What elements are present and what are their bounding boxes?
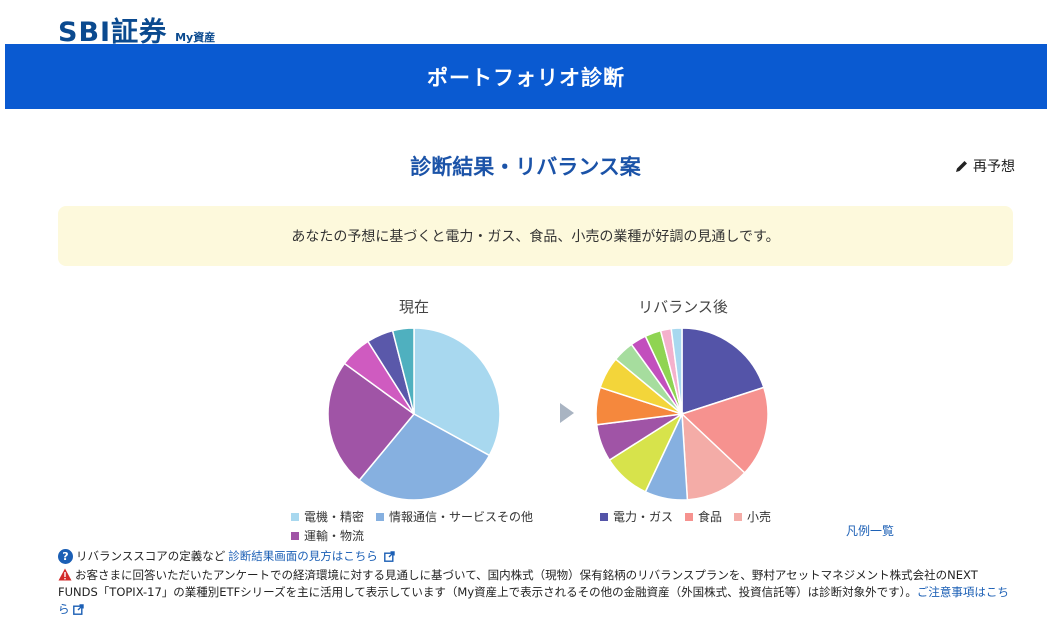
legend-item: 電力・ガス [600,508,673,525]
page-title: ポートフォリオ診断 [427,65,625,90]
logo-main-text: SBI証券 [58,17,168,48]
after-pie-title: リバランス後 [638,298,728,316]
legend-swatch [600,512,608,521]
question-icon: ? [58,549,73,564]
legend-label: 運輸・物流 [304,529,365,543]
external-link-icon [72,604,84,615]
current-legend: 電機・精密 情報通信・サービスその他 運輸・物流 [291,508,533,546]
legend-swatch [376,512,385,521]
pie-slice [670,327,683,415]
arrow-right-icon [560,403,574,423]
disclaimer-footnote: お客さまに回答いただいたアンケートでの経済環境に対する見通しに基づいて、国内株式… [58,567,1018,618]
legend-item: 小売 [734,508,771,525]
legend-label: 小売 [747,510,772,524]
current-pie-title: 現在 [398,298,429,316]
legend-label: 電機・精密 [304,510,365,524]
legend-swatch [291,512,299,521]
guide-link[interactable]: 診断結果画面の見方はこちら [228,548,396,565]
caution-link[interactable]: ご注意事項はこちら [58,585,1009,616]
result-title: 診断結果・リバランス案 [410,155,641,179]
pie-slice [680,386,769,474]
caution-link-text: ご注意事項はこちら [58,585,1009,616]
guide-link-text: 診断結果画面の見方はこちら [228,549,378,563]
legend-item: 電機・精密 [291,508,364,525]
legend-swatch [685,512,694,521]
repredict-button[interactable]: 再予想 [955,156,1015,176]
sbi-logo[interactable]: SBI証券 My資産 [58,10,215,49]
legend-swatch [734,512,743,521]
legend-list-link[interactable]: 凡例一覧 [846,524,895,538]
repredict-label: 再予想 [973,159,1015,175]
pencil-icon [956,161,967,172]
after-pie-chart [595,327,769,501]
pie-slice [391,327,415,415]
pie-slice [358,413,491,501]
forecast-notice: あなたの予想に基づくと電力・ガス、食品、小売の業種が好調の見通しです。 [58,206,1013,266]
notice-text: あなたの予想に基づくと電力・ガス、食品、小売の業種が好調の見通しです。 [291,229,780,245]
legend-item: 情報通信・サービスその他 [376,508,533,525]
logo-sub-text: My資産 [175,31,216,44]
legend-item: 運輸・物流 [291,527,364,544]
page-banner: ポートフォリオ診断 [5,44,1047,109]
help-footnote: ? リバランススコアの定義など 診断結果画面の見方はこちら [58,548,396,565]
pie-slice [681,327,765,416]
legend-label: 電力・ガス [613,510,674,524]
external-link-icon [384,551,396,562]
pie-slice [413,327,501,457]
legend-item: 食品 [685,508,722,525]
after-legend: 電力・ガス 食品 小売 [600,508,771,527]
pie-slice [681,412,746,501]
current-pie-chart [327,327,501,501]
pie-slice [327,362,416,482]
legend-swatch [291,531,299,540]
disclaimer-text: お客さまに回答いただいたアンケートでの経済環境に対する見通しに基づいて、国内株式… [58,568,978,599]
help-text: リバランススコアの定義など [76,549,226,563]
warning-icon [58,568,72,581]
legend-label: 情報通信・サービスその他 [389,510,534,524]
legend-label: 食品 [698,510,723,524]
